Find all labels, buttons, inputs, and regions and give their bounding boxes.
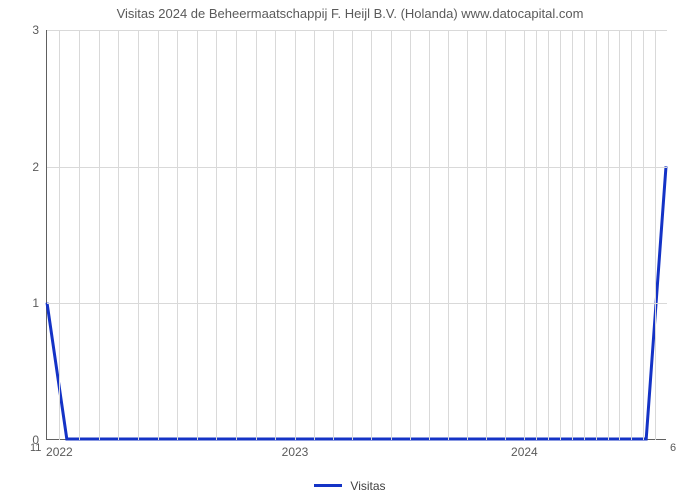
legend-label: Visitas <box>350 479 385 493</box>
gridline-vertical-minor <box>560 30 561 440</box>
gridline-vertical-major <box>59 30 60 440</box>
gridline-vertical-minor <box>619 30 620 440</box>
gridline-vertical-minor <box>643 30 644 440</box>
chart-title: Visitas 2024 de Beheermaatschappij F. He… <box>0 6 700 21</box>
line-chart: Visitas 2024 de Beheermaatschappij F. He… <box>0 0 700 500</box>
legend: Visitas <box>0 474 700 493</box>
gridline-vertical-minor <box>197 30 198 440</box>
gridline-vertical-minor <box>371 30 372 440</box>
gridline-vertical-minor <box>314 30 315 440</box>
plot-area: 0123202220232024 <box>46 30 666 440</box>
gridline-horizontal <box>47 167 667 168</box>
gridline-vertical-minor <box>584 30 585 440</box>
series-layer <box>47 30 666 439</box>
gridline-vertical-minor <box>655 30 656 440</box>
y-tick-label: 1 <box>32 296 39 310</box>
gridline-vertical-minor <box>352 30 353 440</box>
gridline-vertical-minor <box>631 30 632 440</box>
legend-swatch <box>314 484 342 487</box>
gridline-vertical-minor <box>333 30 334 440</box>
gridline-vertical-minor <box>505 30 506 440</box>
x-tick-label: 2023 <box>282 445 309 459</box>
y-tick-label: 2 <box>32 160 39 174</box>
gridline-vertical-minor <box>596 30 597 440</box>
gridline-horizontal <box>47 303 667 304</box>
gridline-vertical-minor <box>410 30 411 440</box>
legend-item: Visitas <box>314 479 385 493</box>
gridline-vertical-minor <box>256 30 257 440</box>
gridline-vertical-major <box>295 30 296 440</box>
gridline-vertical-minor <box>429 30 430 440</box>
gridline-vertical-minor <box>448 30 449 440</box>
gridline-vertical-minor <box>158 30 159 440</box>
gridline-vertical-minor <box>536 30 537 440</box>
gridline-vertical-minor <box>467 30 468 440</box>
gridline-vertical-major <box>524 30 525 440</box>
gridline-vertical-minor <box>548 30 549 440</box>
gridline-vertical-minor <box>99 30 100 440</box>
gridline-horizontal <box>47 30 667 31</box>
gridline-vertical-minor <box>391 30 392 440</box>
y-tick-label: 3 <box>32 23 39 37</box>
gridline-vertical-minor <box>177 30 178 440</box>
gridline-vertical-minor <box>275 30 276 440</box>
gridline-vertical-minor <box>79 30 80 440</box>
gridline-vertical-minor <box>486 30 487 440</box>
gridline-vertical-minor <box>572 30 573 440</box>
gridline-vertical-minor <box>118 30 119 440</box>
outside-label-end: 6 <box>670 442 676 454</box>
gridline-vertical-minor <box>216 30 217 440</box>
gridline-vertical-minor <box>236 30 237 440</box>
x-tick-label: 2022 <box>46 445 73 459</box>
outside-label-start: 11 <box>30 442 41 454</box>
x-tick-label: 2024 <box>511 445 538 459</box>
gridline-vertical-minor <box>608 30 609 440</box>
gridline-vertical-minor <box>138 30 139 440</box>
